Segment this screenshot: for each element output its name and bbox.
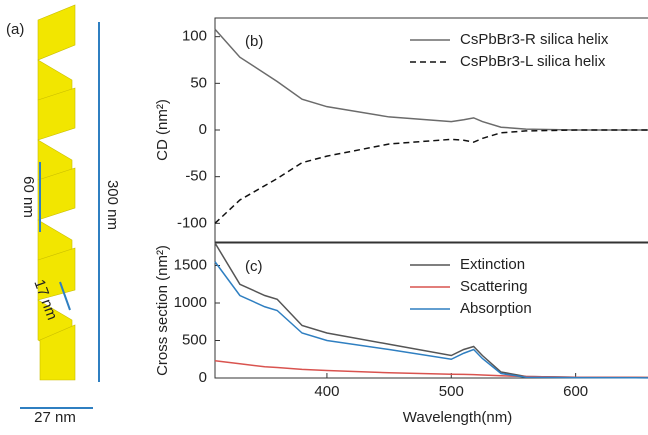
- data-line: [214, 261, 648, 379]
- x-tick-label: 600: [563, 383, 588, 400]
- y-tick-label: 1500: [174, 256, 207, 273]
- y-axis-label: CD (nm²): [154, 99, 171, 161]
- x-tick-label: 400: [314, 383, 339, 400]
- y-tick-label: -100: [177, 214, 207, 231]
- y-axis-label: Cross section (nm²): [154, 245, 171, 376]
- legend-label: Scattering: [460, 278, 528, 295]
- data-line: [214, 28, 648, 131]
- annotation: 27 nm: [34, 409, 76, 426]
- y-tick-label: 50: [190, 74, 207, 91]
- plot-frame: [214, 242, 648, 379]
- panel-label: (b): [245, 33, 263, 50]
- y-tick-label: 0: [199, 121, 207, 138]
- annotation: 60 nm: [20, 176, 37, 218]
- annotation: 300 nm: [104, 180, 121, 230]
- y-tick-label: -50: [185, 168, 207, 185]
- y-tick-label: 500: [182, 331, 207, 348]
- y-tick-label: 1000: [174, 294, 207, 311]
- panel-label: (a): [6, 21, 24, 38]
- helix-illustration: (a) 60 nm 300 nm 17 nm 27 nm: [6, 4, 121, 426]
- data-line: [214, 360, 648, 379]
- x-tick-label: 500: [439, 383, 464, 400]
- data-line: [214, 242, 648, 379]
- legend-label: Absorption: [460, 300, 532, 317]
- x-axis-label: Wavelength(nm): [403, 409, 512, 426]
- legend-label: CsPbBr3-L silica helix: [460, 53, 606, 70]
- y-tick-label: 0: [199, 369, 207, 386]
- legend-label: CsPbBr3-R silica helix: [460, 31, 609, 48]
- panel-label: (c): [245, 258, 263, 275]
- legend-label: Extinction: [460, 256, 525, 273]
- data-line: [214, 129, 648, 224]
- y-tick-label: 100: [182, 28, 207, 45]
